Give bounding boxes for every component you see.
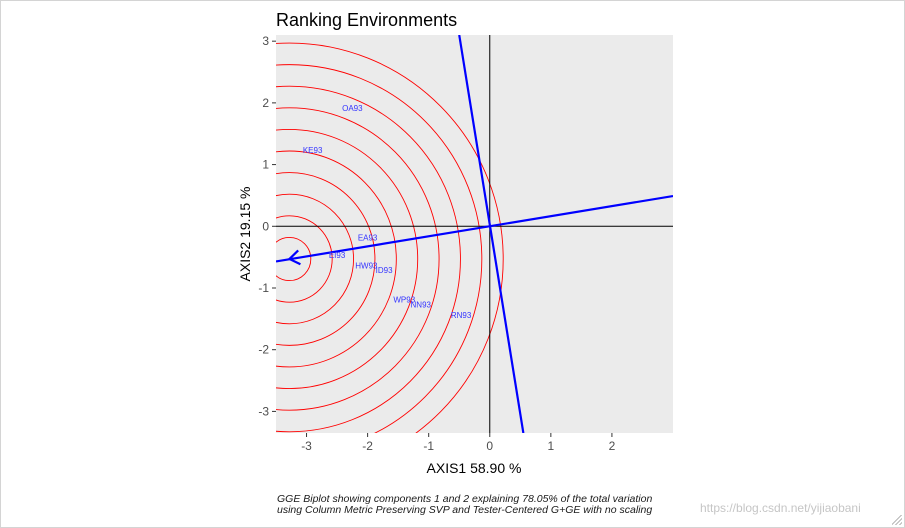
concentric-circle [276,236,312,282]
watermark: https://blog.csdn.net/yijiaobani [700,501,861,515]
concentric-circle [276,64,483,433]
environment-label: ID93 [376,266,393,275]
x-tick-label: 1 [548,439,555,453]
x-tick-label: -2 [362,439,373,453]
y-tick-label: -1 [258,281,269,295]
caption-line-2: using Column Metric Preserving SVP and T… [277,504,653,516]
figure-caption: GGE Biplot showing components 1 and 2 ex… [277,494,747,516]
concentric-circle [276,172,376,346]
concentric-circle [276,215,333,303]
y-tick-label: 2 [262,96,269,110]
concentric-circle [276,150,397,368]
y-axis-label: AXIS2 19.15 % [237,187,253,282]
chart-title: Ranking Environments [276,10,457,30]
concentric-circle [276,128,419,389]
environment-label: HW93 [355,262,378,271]
concentric-circle [276,193,354,325]
ideal-environment-arrow-icon [287,249,301,266]
x-tick-label: -3 [301,439,312,453]
y-tick-label: -3 [258,404,269,418]
environment-label: WP93 [393,295,415,304]
x-axis-label: AXIS1 58.90 % [427,460,522,476]
concentric-circle [276,107,440,411]
plot-panel [276,35,673,433]
concentric-circle [276,85,461,433]
resize-grip-icon[interactable] [892,515,902,525]
environment-label: EI93 [329,251,346,260]
x-tick-label: -1 [423,439,434,453]
perpendicular-axis [458,35,525,433]
environment-label: KE93 [303,146,323,155]
environment-label: EA93 [358,234,378,243]
y-tick-label: 1 [262,158,269,172]
x-tick-label: 2 [609,439,616,453]
caption-line-1: GGE Biplot showing components 1 and 2 ex… [277,493,653,505]
y-tick-label: 0 [262,219,269,233]
environment-label: NN93 [411,300,432,309]
environment-label: RN93 [451,311,472,320]
concentric-circle [276,42,504,433]
y-tick-label: -2 [258,343,269,357]
x-tick-label: 0 [486,439,493,453]
environment-label: OA93 [342,104,363,113]
average-environment-axis [276,194,673,263]
y-tick-label: 3 [262,34,269,48]
